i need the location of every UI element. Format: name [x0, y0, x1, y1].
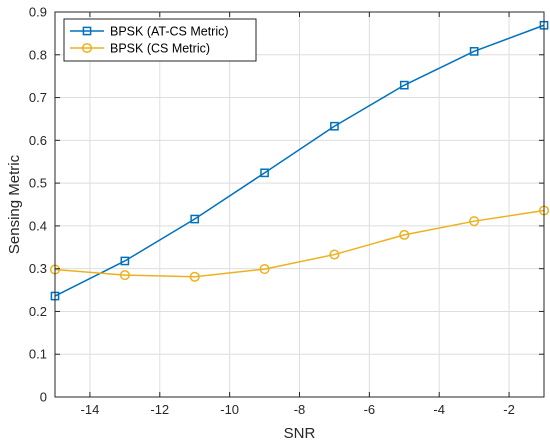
axis-ticks: -14 -12 -10 -8 -6 -4 -2 0 0.1 0.2 0.3 0.4 0.5 0.6 0.7 0…: [29, 5, 544, 417]
y-tick-label: 0.8: [29, 47, 47, 62]
legend-entry: BPSK (AT-CS Metric): [110, 25, 229, 39]
data-point: [190, 214, 200, 224]
series-layer: [49, 20, 550, 301]
grid-lines: [55, 11, 544, 398]
y-tick-label: 0.9: [29, 5, 47, 20]
data-point: [330, 121, 339, 131]
data-point: [260, 168, 269, 178]
y-tick-label: 0: [40, 390, 47, 405]
x-tick-label: -4: [433, 402, 445, 417]
y-tick-label: 0.2: [29, 304, 47, 319]
y-tick-label: 0.3: [29, 261, 47, 276]
series-line: [54, 209, 545, 278]
data-point: [399, 80, 409, 90]
data-point: [329, 249, 340, 260]
x-axis-label: SNR: [284, 425, 316, 442]
data-point: [399, 229, 410, 240]
y-tick-label: 0.4: [29, 218, 47, 233]
y-axis-label: Sensing Metric: [6, 154, 23, 254]
series-line: [54, 24, 545, 297]
series-1: [50, 20, 549, 301]
legend-box: [63, 18, 257, 62]
x-tick-label: -2: [503, 402, 515, 417]
data-point: [120, 256, 130, 266]
y-tick-label: 0.6: [29, 133, 47, 148]
x-tick-label: -6: [364, 402, 376, 417]
x-tick-label: -14: [81, 402, 100, 417]
x-tick-label: -12: [150, 402, 169, 417]
y-tick-label: 0.5: [29, 176, 47, 191]
legend-marker: [82, 26, 92, 36]
x-tick-label: -8: [294, 402, 306, 417]
legend-marker: [81, 42, 93, 54]
data-point: [119, 270, 130, 281]
y-tick-label: 0.7: [29, 90, 47, 105]
x-tick-label: -10: [220, 402, 239, 417]
legend: BPSK (AT-CS Metric) BPSK (CS Metric): [63, 18, 257, 62]
data-point: [469, 47, 479, 56]
data-point: [189, 271, 200, 282]
y-tick-label: 0.1: [29, 347, 47, 362]
legend-entry: BPSK (CS Metric): [110, 42, 210, 56]
data-point: [259, 264, 270, 275]
data-point: [469, 216, 480, 227]
